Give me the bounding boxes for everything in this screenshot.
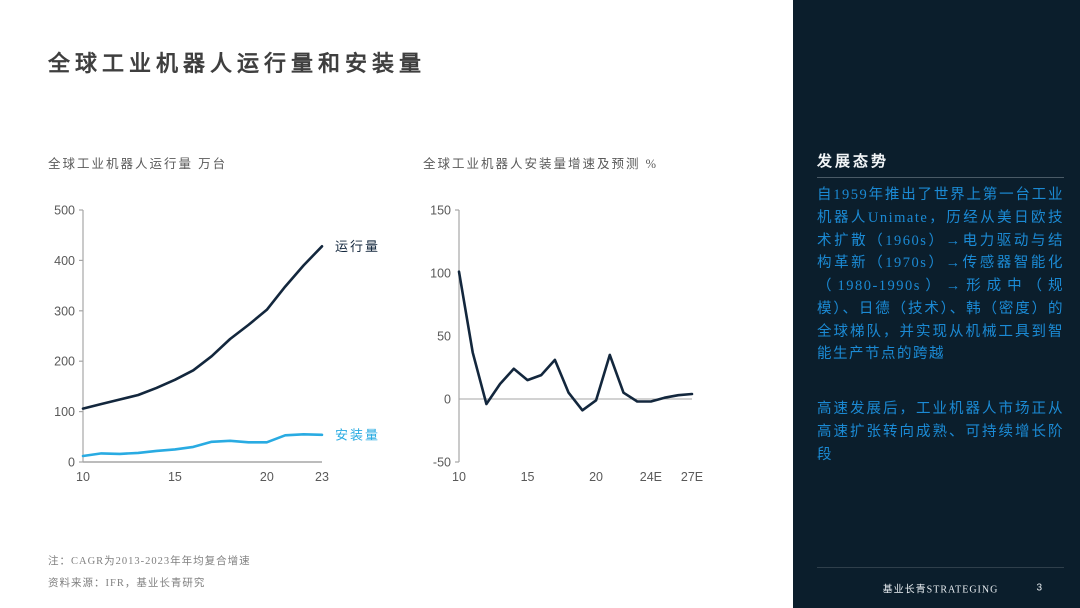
chart1-title: 全球工业机器人运行量 万台 — [48, 157, 228, 171]
sidebar-heading: 发展态势 — [817, 154, 890, 170]
y-tick-label: 100 — [430, 267, 451, 281]
x-tick-label: 15 — [521, 470, 535, 484]
installation-growth-forecast-chart: -50 0 50 100 150 10 15 20 24E 27E — [430, 204, 703, 485]
series-line-安装量 — [81, 433, 324, 458]
x-tick-label: 27E — [681, 470, 703, 484]
x-tick-label: 10 — [452, 470, 466, 484]
sidebar: 发展态势 自1959年推出了世界上第一台工业机器人Unimate，历经从美日欧技… — [793, 0, 1080, 608]
x-tick-label: 24E — [640, 470, 662, 484]
x-tick-label: 10 — [76, 470, 90, 484]
brand-label: 基业长青STRATEGING — [882, 584, 999, 596]
y-tick-label: 500 — [54, 204, 75, 218]
chart2-title: 全球工业机器人安装量增速及预测 % — [423, 157, 659, 171]
series-line — [457, 270, 694, 412]
y-tick-label: -50 — [433, 456, 451, 470]
y-tick-label: 200 — [54, 355, 75, 369]
sidebar-paragraph-outlook: 高速发展后，工业机器人市场正从高速扩张转向成熟、可持续增长阶段 — [817, 401, 1064, 463]
series-line-运行量 — [81, 244, 324, 410]
footnote-cagr: 注：CAGR为2013-2023年年均复合增速 — [48, 556, 251, 567]
y-tick-label: 0 — [68, 456, 75, 470]
y-tick-label: 0 — [444, 393, 451, 407]
sidebar-paragraph-history: 自1959年推出了世界上第一台工业机器人Unimate，历经从美日欧技术扩散（1… — [817, 187, 1064, 363]
y-tick-label: 50 — [437, 330, 451, 344]
sidebar-footer: 基业长青STRATEGING 3 — [817, 567, 1064, 608]
footnote-source: 资料来源：IFR，基业长青研究 — [48, 578, 206, 589]
x-tick-label: 20 — [260, 470, 274, 484]
series-label-安装量: 安装量 — [335, 427, 380, 442]
x-tick-label: 23 — [315, 470, 329, 484]
page-number: 3 — [1036, 582, 1042, 594]
y-tick-label: 400 — [54, 254, 75, 268]
y-tick-label: 300 — [54, 304, 75, 318]
x-tick-label: 20 — [589, 470, 603, 484]
y-tick-label: 100 — [54, 405, 75, 419]
y-tick-label: 150 — [430, 204, 451, 218]
sidebar-divider — [817, 177, 1064, 178]
sidebar-body: 自1959年推出了世界上第一台工业机器人Unimate，历经从美日欧技术扩散（1… — [817, 184, 1064, 498]
x-tick-label: 15 — [168, 470, 182, 484]
series-label-运行量: 运行量 — [335, 239, 380, 254]
page-title: 全球工业机器人运行量和安装量 — [48, 51, 427, 76]
